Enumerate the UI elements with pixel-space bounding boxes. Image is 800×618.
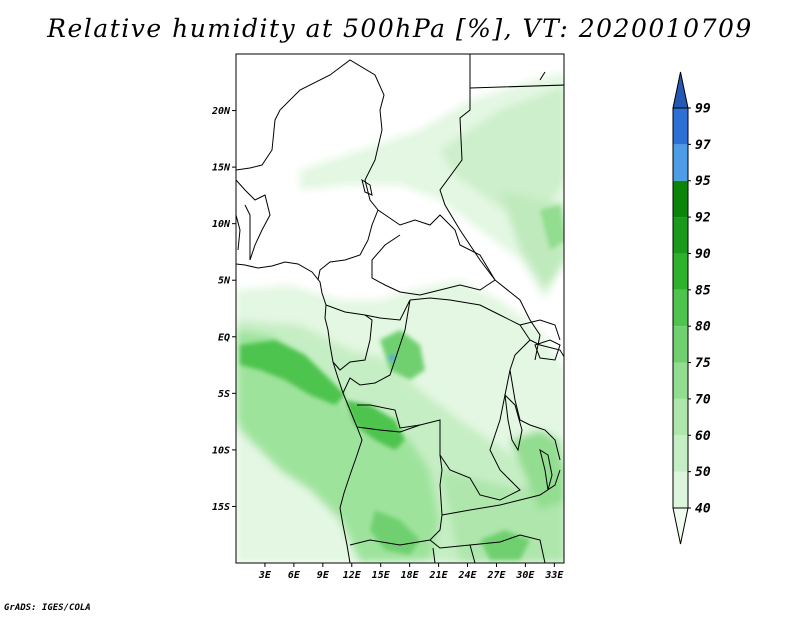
lat-tick-label: 20N: [211, 106, 231, 117]
lon-tick-label: 6E: [288, 570, 301, 581]
humidity-band-northeast-core: [440, 85, 564, 230]
colorbar-swatch: [673, 326, 688, 363]
lon-tick-label: 33E: [544, 570, 564, 581]
colorbar-swatch: [673, 217, 688, 254]
humidity-field: [236, 72, 564, 563]
lat-tick-label: 10S: [212, 445, 230, 456]
lake-malawi: [539, 448, 553, 491]
humidity-core-east: [540, 205, 564, 250]
humidity-peak-blue: [389, 355, 395, 361]
footer-credit: GrADS: IGES/COLA: [4, 603, 91, 613]
border-angola: [349, 424, 443, 546]
lon-tick-label: 27E: [486, 570, 506, 581]
colorbar-label: 80: [695, 320, 711, 335]
border-drc: [357, 297, 531, 501]
lake-chad: [361, 178, 373, 196]
colorbar-lower-triangle: [672, 507, 689, 545]
humidity-core-west-coast: [240, 340, 345, 405]
colorbar-swatch: [673, 253, 688, 290]
colorbar-swatch: [673, 289, 688, 327]
lake-tanganyika: [504, 393, 523, 452]
borders: [236, 54, 564, 563]
humidity-core-southeast: [480, 530, 530, 560]
border-chad-sudan: [317, 209, 379, 281]
border-south: [432, 544, 476, 563]
colorbar-label: 50: [695, 465, 711, 480]
colorbar-swatch: [673, 362, 688, 399]
colorbar-swatch: [673, 471, 688, 508]
lon-tick-label: 9E: [317, 570, 330, 581]
colorbar-label: 40: [695, 502, 711, 517]
lon-tick-label: 21E: [429, 570, 449, 581]
lat-tick-label: 15N: [212, 163, 231, 174]
colorbar-label: 99: [695, 102, 711, 117]
humidity-region-east-lakes: [510, 430, 564, 510]
border-east-lakes: [509, 319, 564, 461]
colorbar: 40 50 60 70 75 80 85 90 92 95 97 99: [672, 71, 711, 545]
colorbar-swatch: [673, 398, 688, 436]
colorbar-label: 92: [695, 211, 711, 226]
latitude-axis: 20N 15N 10N 5N EQ 5S 10S 15S: [211, 106, 236, 513]
lat-tick-label: 5N: [218, 276, 231, 287]
lon-tick-label: 18E: [401, 570, 420, 581]
lake-victoria: [534, 339, 561, 361]
chart-title: Relative humidity at 500hPa [%], VT: 202…: [47, 14, 753, 43]
colorbar-label: 85: [695, 283, 711, 298]
coastline-west: [236, 261, 363, 563]
colorbar-swatch: [673, 144, 688, 181]
colorbar-label: 97: [695, 138, 711, 153]
colorbar-label: 75: [695, 356, 711, 371]
lon-tick-label: 3E: [258, 570, 272, 581]
colorbar-outline: [672, 107, 689, 509]
border-west-small: [236, 204, 251, 260]
border-cameroon: [325, 304, 373, 371]
humidity-region-coast: [236, 330, 440, 563]
map-frame: [235, 53, 565, 564]
colorbar-label: 70: [695, 392, 711, 407]
colorbar-label: 95: [695, 174, 711, 189]
lon-tick-label: 24E: [457, 570, 477, 581]
colorbar-swatch: [673, 435, 688, 472]
border-car: [371, 209, 496, 296]
border-zambia: [429, 469, 561, 563]
colorbar-upper-triangle: [672, 71, 689, 109]
lat-tick-label: 10N: [212, 219, 231, 230]
lat-tick-label: 15S: [212, 502, 230, 513]
colorbar-swatch: [673, 108, 688, 145]
lat-tick-label: 5S: [218, 389, 230, 400]
humidity-core-coast-south: [345, 400, 405, 450]
border-east-sudan: [469, 71, 564, 361]
lon-tick-label: 30E: [515, 570, 535, 581]
colorbar-swatch: [673, 180, 688, 218]
colorbar-label: 60: [695, 429, 711, 444]
lon-tick-label: 12E: [343, 570, 362, 581]
border-nigeria-west: [236, 179, 271, 261]
lon-tick-label: 15E: [372, 570, 391, 581]
longitude-axis: 3E 6E 9E 12E 15E 18E 21E 24E 27E 30E 33E: [258, 563, 564, 581]
border-congo: [342, 299, 411, 394]
border-libya: [439, 54, 496, 281]
lat-tick-label: EQ: [218, 332, 230, 343]
colorbar-label: 90: [695, 247, 711, 262]
humidity-core-congo: [380, 330, 425, 380]
border-sahara-north: [236, 59, 385, 211]
